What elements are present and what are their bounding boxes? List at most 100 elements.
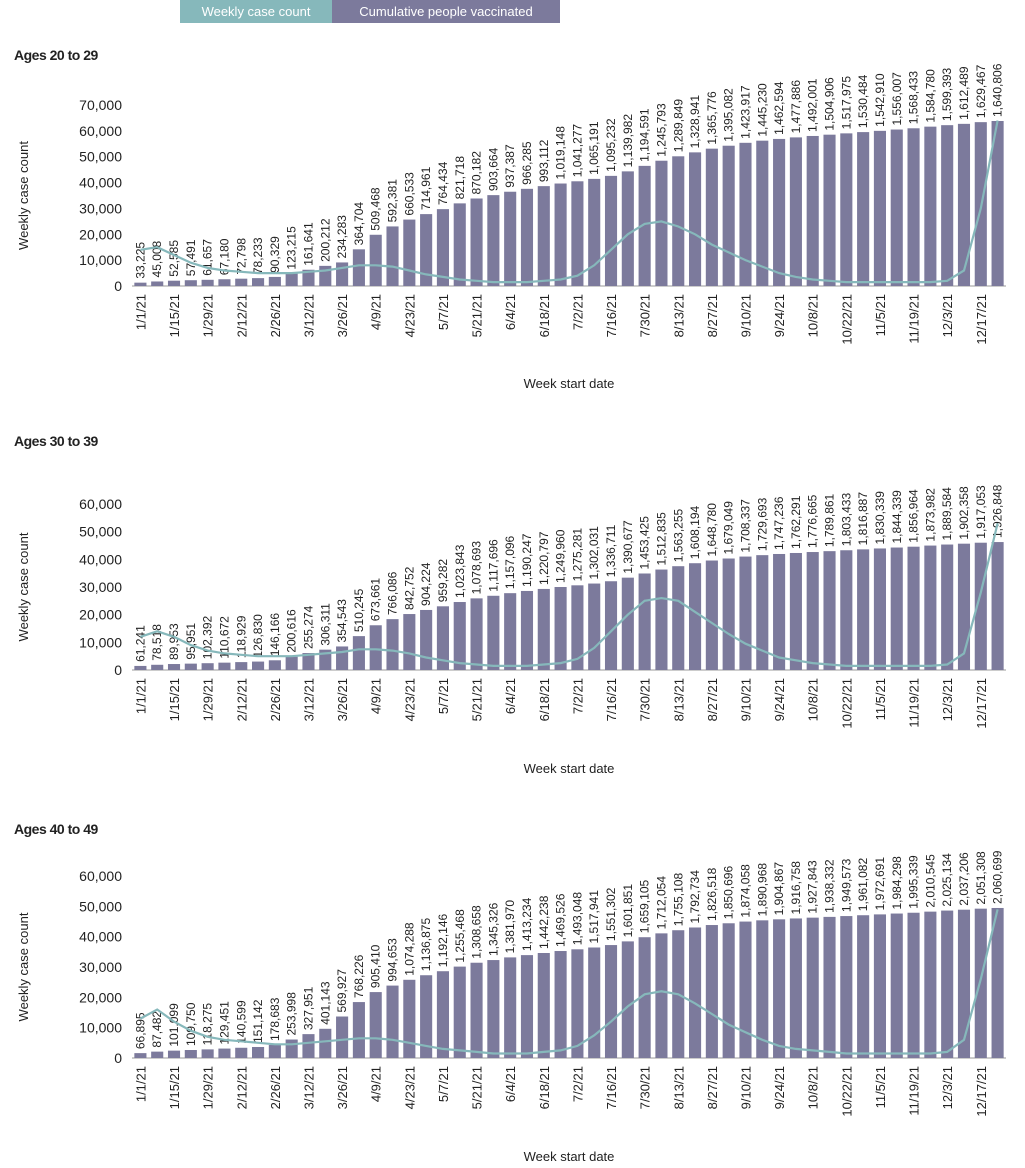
data-label: 1,755,108: [671, 873, 685, 927]
data-label: 1,874,058: [738, 864, 752, 918]
bar: [705, 560, 718, 670]
panel-title: Ages 20 to 29: [14, 47, 98, 63]
data-label: 1,708,337: [738, 499, 752, 553]
bar: [319, 1028, 332, 1058]
y-tick-label: 70,000: [79, 97, 122, 113]
data-label: 1,640,806: [991, 63, 1005, 117]
bar: [857, 132, 870, 286]
bar: [386, 619, 399, 670]
data-label: 1,803,433: [839, 493, 853, 547]
x-tick-label: 6/4/21: [503, 294, 518, 330]
x-tick-label: 12/17/21: [974, 294, 989, 345]
y-tick-label: 60,000: [79, 496, 122, 512]
y-tick-label: 40,000: [79, 175, 122, 191]
data-label: 1,629,467: [974, 64, 988, 118]
bar: [806, 917, 819, 1058]
bar: [756, 920, 769, 1058]
data-label: 673,661: [369, 578, 383, 622]
x-tick-label: 5/21/21: [470, 294, 485, 337]
bar: [941, 544, 954, 670]
data-label: 1,136,875: [419, 918, 433, 972]
data-label: 1,542,910: [873, 73, 887, 127]
data-label: 1,747,236: [772, 496, 786, 550]
data-label: 1,729,693: [755, 497, 769, 551]
data-label: 61,241: [133, 625, 147, 662]
data-label: 1,904,867: [772, 862, 786, 916]
data-label: 1,563,255: [671, 508, 685, 562]
bar: [504, 957, 517, 1058]
bar: [487, 960, 500, 1058]
data-label: 1,413,234: [520, 897, 534, 951]
y-tick-label: 60,000: [79, 123, 122, 139]
data-label: 45,008: [150, 240, 164, 277]
x-axis-title: Week start date: [524, 1149, 615, 1164]
bar: [941, 910, 954, 1058]
data-label: 1,190,247: [520, 533, 534, 587]
bar: [268, 276, 281, 286]
bar: [420, 609, 433, 670]
data-label: 1,584,780: [923, 69, 937, 123]
bar: [436, 209, 449, 286]
x-tick-label: 11/5/21: [873, 1066, 888, 1108]
bar: [201, 279, 214, 286]
bar: [705, 925, 718, 1058]
bar: [369, 625, 382, 670]
bar: [924, 126, 937, 286]
data-label: 870,182: [470, 151, 484, 195]
bar: [470, 198, 483, 286]
bar: [655, 569, 668, 670]
y-tick-label: 10,000: [79, 252, 122, 268]
x-tick-label: 12/17/21: [974, 678, 989, 729]
data-label: 1,512,835: [654, 512, 668, 566]
x-tick-label: 2/26/21: [268, 678, 283, 721]
x-tick-label: 1/1/21: [133, 294, 148, 330]
data-label: 1,917,053: [974, 485, 988, 539]
x-tick-label: 4/9/21: [369, 294, 384, 330]
data-label: 200,616: [285, 609, 299, 653]
bar: [571, 949, 584, 1058]
data-label: 1,530,484: [856, 74, 870, 128]
data-label: 78,233: [251, 237, 265, 274]
data-label: 959,282: [436, 559, 450, 603]
bar: [504, 191, 517, 286]
bar: [218, 1048, 231, 1058]
bar: [235, 1047, 248, 1058]
x-tick-label: 6/18/21: [537, 678, 552, 721]
data-label: 1,712,054: [654, 876, 668, 930]
x-tick-label: 9/10/21: [738, 294, 753, 337]
data-label: 2,060,699: [991, 850, 1005, 904]
bar: [520, 188, 534, 286]
data-label: 1,995,339: [907, 855, 921, 909]
x-tick-label: 11/19/21: [907, 678, 922, 728]
x-tick-label: 7/2/21: [570, 1066, 585, 1102]
data-label: 1,984,298: [890, 856, 904, 910]
bar: [420, 214, 433, 286]
bar: [235, 662, 248, 670]
bar: [773, 138, 786, 286]
bar: [470, 598, 483, 670]
bar: [302, 269, 315, 286]
data-label: 306,311: [318, 603, 332, 646]
data-label: 1,078,693: [470, 541, 484, 595]
bar: [336, 262, 349, 286]
bar: [302, 653, 315, 670]
x-tick-label: 8/13/21: [671, 294, 686, 337]
bar: [252, 661, 265, 670]
x-axis-title: Week start date: [524, 761, 615, 776]
data-label: 1,275,281: [570, 528, 584, 582]
bar: [689, 563, 702, 670]
x-tick-label: 5/21/21: [470, 1066, 485, 1109]
bar: [571, 181, 584, 286]
bar: [705, 148, 718, 286]
y-axis-title: Weekly case count: [16, 141, 31, 250]
x-tick-label: 11/19/21: [907, 1066, 922, 1116]
bar: [453, 966, 466, 1058]
bar: [403, 614, 416, 670]
data-label: 1,469,526: [554, 893, 568, 947]
legend-label: Weekly case count: [202, 4, 311, 19]
data-label: 1,245,793: [654, 103, 668, 157]
legend-swatch: [180, 0, 332, 23]
data-label: 52,585: [167, 240, 181, 277]
data-label: 178,683: [268, 997, 282, 1041]
data-label: 1,117,696: [486, 539, 500, 592]
